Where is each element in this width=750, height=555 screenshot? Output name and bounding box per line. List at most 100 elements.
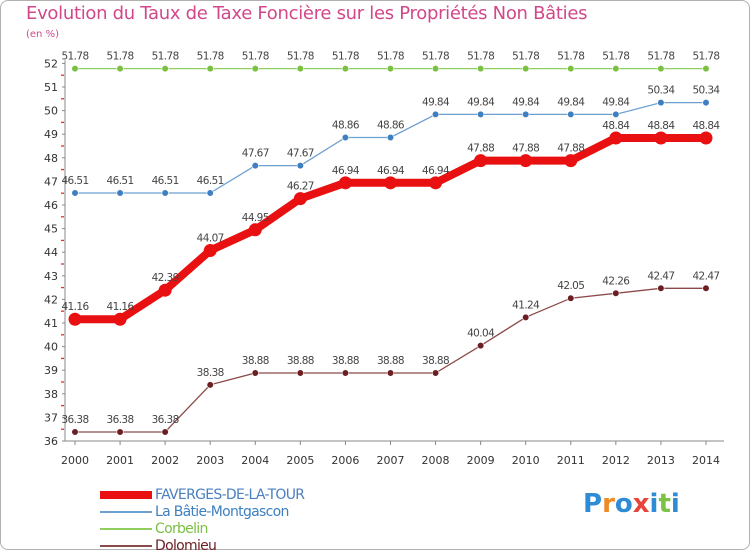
y-tick-label: 51 (44, 81, 58, 94)
legend-item: Corbelin (100, 521, 360, 538)
data-label: 47.67 (242, 148, 269, 160)
data-label: 46.51 (197, 175, 224, 187)
legend-swatch (100, 491, 152, 499)
legend-label: FAVERGES-DE-LA-TOUR (155, 487, 305, 503)
x-tick-label: 2011 (557, 454, 585, 467)
series-point (702, 64, 710, 73)
logo-letter: P (583, 489, 603, 519)
series-point-faverges (248, 223, 262, 237)
y-tick-label: 36 (44, 435, 58, 448)
data-label: 46.94 (332, 165, 360, 177)
series-point (341, 133, 350, 142)
data-label: 42.47 (692, 270, 719, 282)
data-label: 51.78 (377, 51, 404, 63)
series-point-faverges (564, 154, 578, 168)
logo-letter: x (632, 489, 650, 519)
series-point (657, 284, 665, 292)
x-tick-label: 2005 (286, 454, 314, 467)
legend-item: FAVERGES-DE-LA-TOUR (100, 487, 360, 504)
legend-item: La Bâtie-Montgascon (100, 504, 360, 521)
data-label: 46.94 (377, 165, 405, 177)
series-point (657, 98, 665, 107)
data-label: 51.78 (152, 51, 179, 63)
legend-swatch (100, 545, 152, 547)
series-point (206, 64, 214, 73)
legend-swatch (100, 528, 152, 530)
series-point (386, 64, 395, 73)
series-point (251, 161, 259, 170)
series-point (296, 161, 304, 170)
data-label: 51.78 (512, 51, 539, 63)
series-point-faverges (654, 131, 668, 145)
x-tick-label: 2009 (467, 454, 495, 467)
logo-letter: i (670, 489, 680, 519)
x-tick-label: 2004 (241, 454, 269, 467)
series-point-faverges (519, 154, 533, 168)
data-label: 50.34 (647, 85, 675, 97)
data-label: 38.88 (332, 355, 359, 367)
series-point (612, 64, 620, 73)
data-label: 42.05 (557, 280, 584, 292)
series-point (116, 428, 124, 436)
series-point (522, 64, 530, 73)
series-point-faverges (293, 192, 307, 206)
series-point (431, 64, 440, 73)
data-label: 38.88 (377, 355, 404, 367)
series-point (567, 294, 575, 302)
x-tick-label: 2014 (692, 454, 720, 467)
chart-axes: 36 37 38 39 40 41 42 43 44 45 46 47 48 49 50 51 52 2000 20… (44, 57, 724, 467)
series-point-faverges (474, 154, 488, 168)
y-tick-label: 47 (44, 175, 58, 188)
data-label: 44.07 (197, 233, 224, 245)
data-label: 48.86 (332, 120, 360, 132)
y-tick-label: 40 (44, 341, 58, 354)
x-tick-label: 2006 (331, 454, 359, 467)
series-point (251, 369, 259, 377)
data-label: 42.47 (647, 270, 674, 282)
y-tick-label: 38 (44, 388, 58, 401)
data-label: 51.78 (242, 51, 269, 63)
series-point-faverges (699, 131, 713, 145)
x-tick-label: 2013 (647, 454, 675, 467)
series-point (161, 428, 169, 436)
data-label: 44.95 (242, 212, 269, 224)
series-point (296, 64, 304, 73)
legend-label: La Bâtie-Montgascon (155, 504, 289, 520)
legend-swatch (100, 511, 152, 513)
data-label: 38.38 (197, 367, 224, 379)
y-tick-label: 45 (44, 223, 58, 236)
series-point (71, 189, 79, 197)
logo-letter: o (614, 489, 633, 519)
series-point (161, 64, 169, 73)
data-label: 51.78 (602, 51, 629, 63)
data-label: 49.84 (467, 96, 495, 108)
series-point (522, 110, 530, 118)
x-tick-label: 2002 (151, 454, 179, 467)
series-point (116, 64, 124, 73)
series-point (296, 369, 304, 377)
data-label: 40.04 (467, 328, 495, 340)
series-point (567, 64, 575, 73)
series-point-faverges (113, 312, 127, 326)
series-point (116, 189, 124, 197)
data-label: 41.16 (61, 301, 89, 313)
y-tick-label: 46 (44, 199, 58, 212)
chart-legend: FAVERGES-DE-LA-TOUR La Bâtie-Montgascon Co… (100, 487, 360, 555)
y-tick-label: 43 (44, 270, 58, 283)
series-point (71, 428, 79, 436)
series-point (612, 110, 620, 118)
data-label: 47.88 (557, 143, 584, 155)
y-tick-label: 52 (44, 57, 58, 70)
y-tick-label: 39 (44, 364, 58, 377)
logo-letter: i (649, 489, 659, 519)
data-label: 42.39 (152, 272, 179, 284)
data-label: 36.38 (152, 414, 179, 426)
data-label: 47.88 (512, 143, 539, 155)
data-label: 41.24 (512, 299, 540, 311)
logo-letter: t (658, 489, 671, 519)
proxiti-logo: Proxiti (583, 489, 680, 519)
series-point-faverges (609, 131, 623, 145)
data-label: 51.78 (287, 51, 314, 63)
data-label: 48.84 (647, 120, 675, 132)
